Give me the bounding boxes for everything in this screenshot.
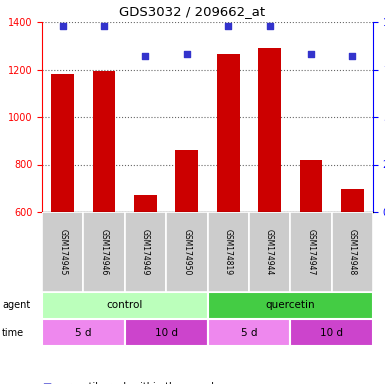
- Bar: [42, 292, 208, 319]
- Text: GSM174946: GSM174946: [100, 229, 109, 275]
- Point: [308, 51, 314, 57]
- Bar: [125, 212, 166, 292]
- Point: [349, 53, 355, 59]
- Bar: [331, 212, 373, 292]
- Text: GDS3032 / 209662_at: GDS3032 / 209662_at: [119, 5, 266, 18]
- Bar: [208, 292, 373, 319]
- Text: GSM174948: GSM174948: [348, 229, 357, 275]
- Bar: [300, 160, 322, 212]
- Text: GSM174947: GSM174947: [306, 229, 315, 275]
- Text: GSM174945: GSM174945: [58, 229, 67, 275]
- Bar: [290, 319, 373, 346]
- Bar: [341, 189, 364, 212]
- Bar: [176, 150, 198, 212]
- Bar: [249, 212, 290, 292]
- Bar: [125, 319, 208, 346]
- Point: [184, 51, 190, 57]
- Point: [225, 23, 231, 29]
- Text: control: control: [107, 301, 143, 311]
- Text: 10 d: 10 d: [155, 328, 177, 338]
- Bar: [217, 54, 239, 212]
- Point: [142, 53, 149, 59]
- Text: GSM174950: GSM174950: [182, 229, 191, 275]
- Bar: [290, 212, 331, 292]
- Point: [101, 23, 107, 29]
- Text: 5 d: 5 d: [75, 328, 92, 338]
- Bar: [93, 71, 116, 212]
- Text: time: time: [2, 328, 24, 338]
- Text: GSM174819: GSM174819: [224, 229, 233, 275]
- Bar: [42, 212, 84, 292]
- Bar: [208, 319, 290, 346]
- Bar: [258, 48, 281, 212]
- Bar: [208, 212, 249, 292]
- Text: 10 d: 10 d: [320, 328, 343, 338]
- Text: 5 d: 5 d: [241, 328, 257, 338]
- Text: percentile rank within the sample: percentile rank within the sample: [55, 382, 220, 384]
- Bar: [166, 212, 208, 292]
- Point: [60, 23, 66, 29]
- Bar: [134, 195, 157, 212]
- Text: GSM174949: GSM174949: [141, 229, 150, 275]
- Point: [266, 23, 273, 29]
- Bar: [42, 319, 125, 346]
- Bar: [84, 212, 125, 292]
- Text: quercetin: quercetin: [265, 301, 315, 311]
- Bar: [51, 74, 74, 212]
- Text: ■: ■: [42, 382, 51, 384]
- Text: agent: agent: [2, 301, 30, 311]
- Text: GSM174944: GSM174944: [265, 229, 274, 275]
